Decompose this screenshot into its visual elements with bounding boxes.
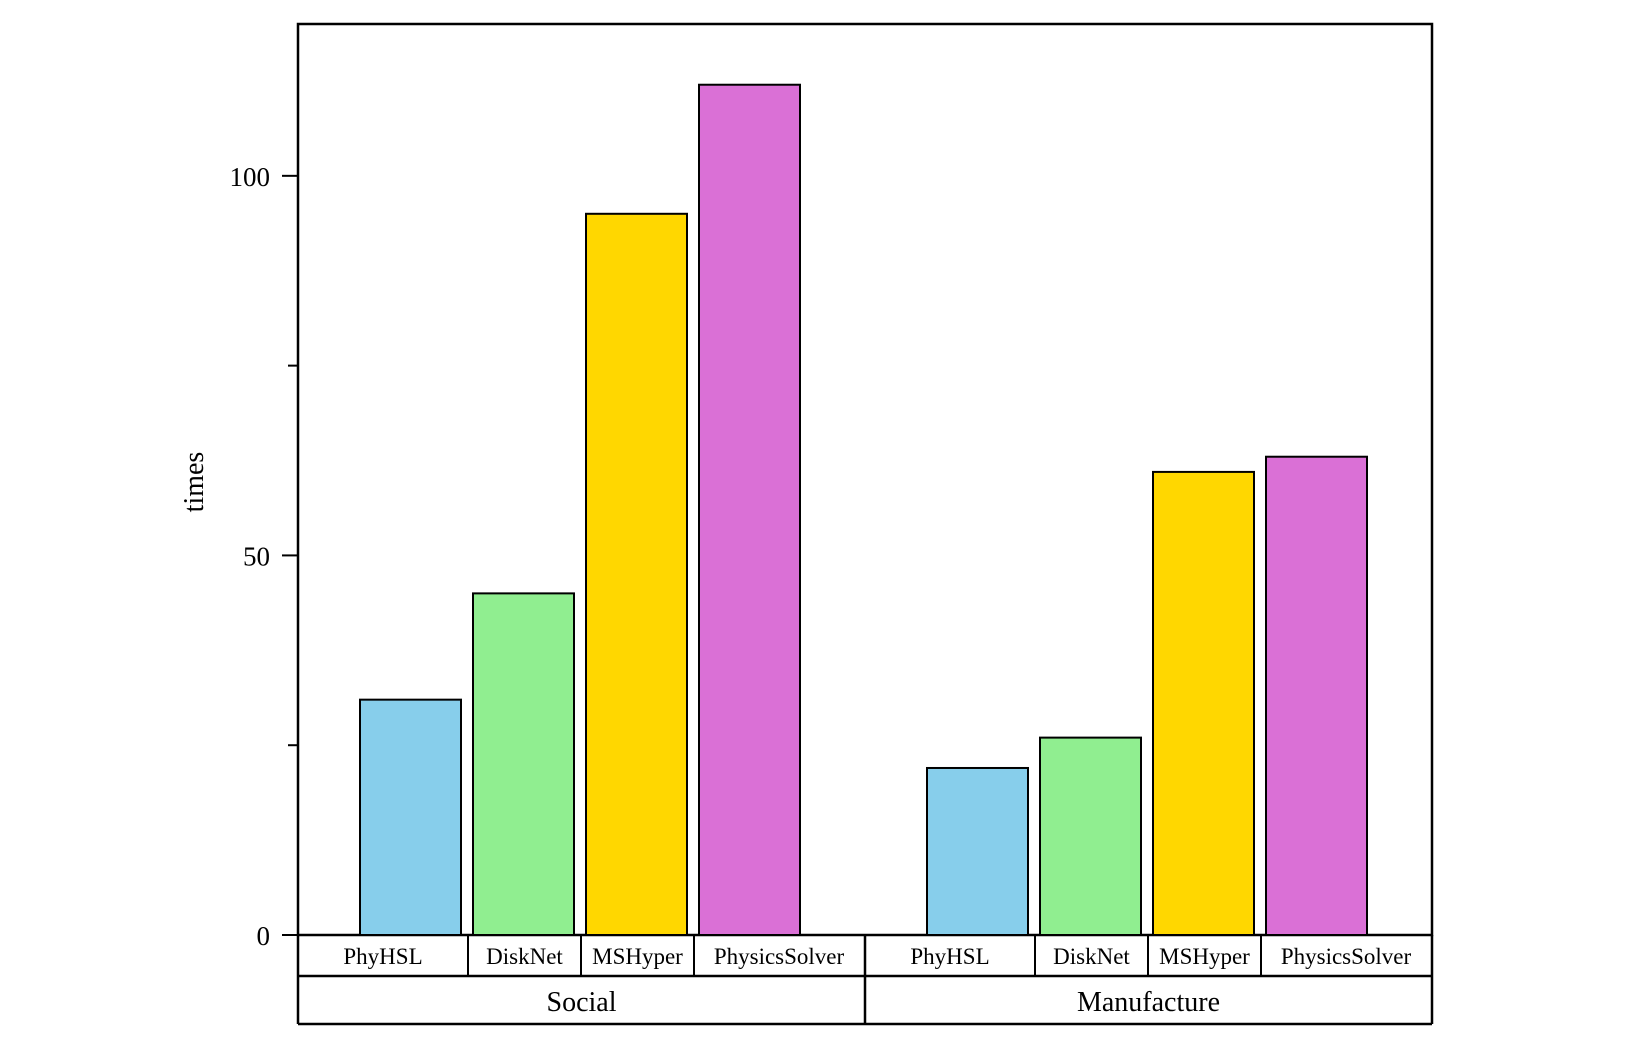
x-category-label: MSHyper	[1159, 944, 1250, 969]
bar	[1265, 455, 1368, 936]
x-category-label: PhyHSL	[910, 944, 989, 969]
x-group-label: Manufacture	[1077, 987, 1220, 1018]
bar	[698, 83, 801, 936]
plot-frame	[296, 22, 1434, 937]
bar	[359, 698, 462, 936]
y-axis-label: times	[179, 452, 210, 513]
x-group-label: Social	[547, 987, 617, 1018]
x-category-label: DiskNet	[1053, 944, 1130, 969]
x-category-label: PhysicsSolver	[714, 944, 845, 969]
x-category-label: MSHyper	[592, 944, 683, 969]
y-tick-label: 50	[243, 541, 270, 571]
bar	[1152, 470, 1255, 936]
x-category-label: DiskNet	[486, 944, 563, 969]
bar	[472, 592, 575, 936]
plot-area: 0 50 100 PhyHSL DiskNet MSHyper PhysicsSolver S…	[230, 22, 1434, 1026]
x-category-label: PhyHSL	[343, 944, 422, 969]
bar	[926, 766, 1029, 936]
y-tick-label: 0	[257, 921, 271, 951]
bar	[1039, 736, 1142, 936]
x-category-label: PhysicsSolver	[1281, 944, 1412, 969]
bar	[585, 212, 688, 936]
y-tick-label: 100	[230, 162, 271, 192]
